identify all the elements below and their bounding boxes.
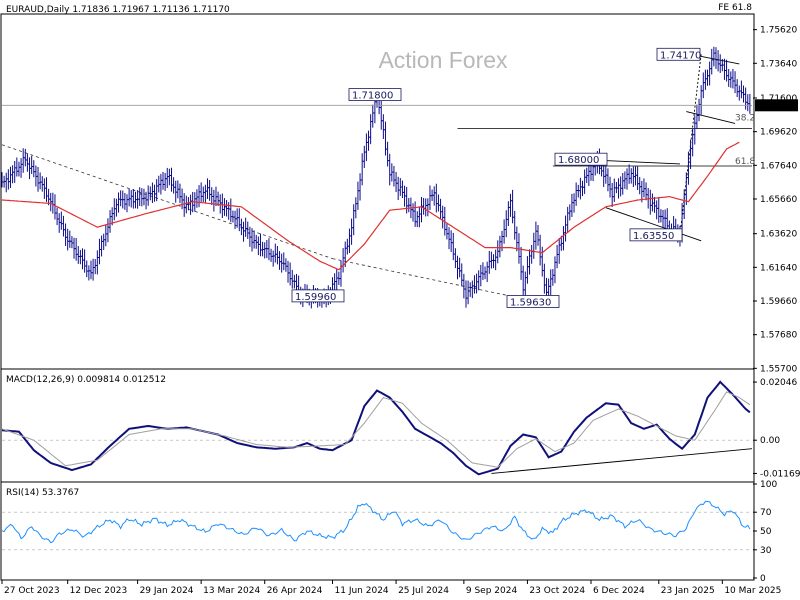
macd-tick-label: 0.02046 [760, 378, 797, 388]
price-header: EURAUD,Daily 1.71836 1.71967 1.71136 1.7… [6, 5, 230, 15]
level-label-text: 1.59960 [295, 292, 336, 303]
level-label-text: 1.63550 [633, 231, 674, 242]
macd-trendline [491, 448, 753, 474]
level-label-box [348, 88, 402, 101]
level-labels: 1.74170 1.71800 1.68000 1.63550 1.59960 1.596… [291, 47, 755, 309]
x-tick-label: 29 Jan 2024 [140, 586, 194, 596]
level-label-text: 1.71800 [352, 91, 393, 102]
x-tick-label: 25 Jul 2024 [398, 586, 449, 596]
price-panel: EURAUD,Daily 1.71836 1.71967 1.71136 1.7… [0, 3, 798, 374]
x-tick-label: 12 Dec 2023 [70, 586, 128, 596]
rsi-tick-label: 30 [760, 546, 772, 556]
price-tick-label: 1.73640 [760, 59, 797, 69]
price-tick-label: 1.65660 [760, 195, 797, 205]
rsi-line [1, 500, 751, 544]
fib-label: 38.2 [735, 114, 755, 124]
level-label-text: 1.74170 [660, 50, 701, 61]
price-trendlines [1, 53, 752, 297]
x-tick-label: 9 Sep 2024 [466, 586, 518, 596]
price-tick-label: 1.63620 [760, 230, 797, 240]
price-panel-frame [0, 13, 755, 370]
x-tick-label: 13 Mar 2024 [203, 586, 260, 596]
triangle-lower-line [605, 207, 702, 242]
current-price-tag [755, 99, 798, 112]
dotted-trendline [1, 144, 333, 260]
sma-series [1, 141, 740, 271]
x-tick-label: 27 Oct 2023 [4, 586, 60, 596]
macd-series [1, 380, 753, 476]
price-tick-label: 1.71600 [760, 94, 797, 104]
macd-panel-frame [0, 368, 755, 483]
channel-lower-line [686, 111, 736, 124]
price-tick-label: 1.61640 [760, 263, 797, 273]
macd-line [1, 380, 751, 476]
rsi-header: RSI(14) 53.3767 [6, 488, 79, 498]
x-tick-label: 10 Mar 2025 [724, 586, 781, 596]
level-label-box [506, 295, 560, 308]
price-tick-label: 1.67640 [760, 161, 797, 171]
current-price-text: 1.71170 [757, 101, 794, 111]
watermark: Action Forex [378, 47, 508, 73]
level-label-text: 1.68000 [558, 155, 599, 166]
rsi-axis: 100 70 50 30 0 [2, 480, 777, 584]
x-axis: 27 Oct 2023 12 Dec 2023 29 Jan 2024 13 Mar … [1, 580, 781, 596]
macd-tick-label: 0.00 [760, 436, 780, 446]
rsi-tick-label: 100 [760, 480, 777, 490]
x-tick-label: 26 Apr 2024 [267, 586, 323, 596]
signal-line [1, 391, 751, 468]
rsi-tick-label: 70 [760, 508, 772, 518]
macd-panel: MACD(12,26,9) 0.009814 0.012512 0.020460… [0, 368, 800, 483]
macd-header: MACD(12,26,9) 0.009814 0.012512 [6, 375, 166, 385]
level-label-box [554, 152, 608, 166]
level-label-box [656, 47, 701, 61]
x-tick-label: 11 Jun 2024 [335, 586, 389, 596]
level-label-box [629, 228, 683, 242]
sma-line [1, 141, 740, 271]
x-tick-label: 6 Dec 2024 [593, 586, 645, 596]
rsi-series [1, 500, 751, 544]
macd-tick-label: -0.011697 [760, 469, 800, 479]
level-label-text: 1.59630 [510, 298, 551, 309]
price-tick-label: 1.55700 [760, 364, 797, 374]
price-tick-label: 1.59660 [760, 297, 797, 307]
price-axis: 1.75620 1.73640 1.71600 1.69620 1.67640 1.656… [753, 26, 797, 374]
price-tick-label: 1.57680 [760, 331, 797, 341]
fib-label: 61.8 [735, 157, 755, 167]
fe-label: FE 61.8 [718, 3, 752, 13]
rsi-tick-label: 50 [760, 527, 772, 537]
current-price: 1.71170 [2, 99, 798, 112]
level-label-box [291, 289, 345, 303]
price-tick-label: 1.69620 [760, 128, 797, 138]
macd-axis: 0.02046 0.00 -0.011697 [2, 378, 800, 479]
rsi-tick-label: 0 [760, 574, 766, 584]
dotted-trendline [332, 258, 511, 297]
rsi-panel-frame [0, 481, 755, 581]
rsi-panel: RSI(14) 53.3767 100 70 50 30 0 [0, 480, 777, 584]
x-tick-label: 23 Oct 2024 [529, 586, 585, 596]
price-tick-label: 1.75620 [760, 26, 797, 36]
x-tick-label: 23 Jan 2025 [661, 586, 715, 596]
